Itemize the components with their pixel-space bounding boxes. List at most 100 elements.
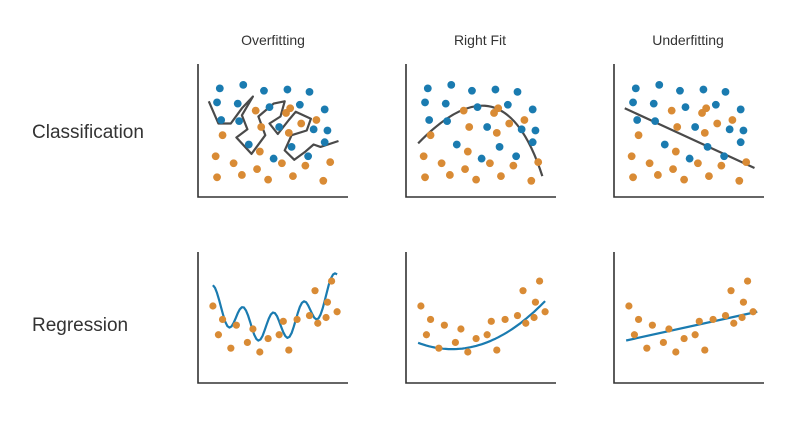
underfit-class-b-point bbox=[629, 173, 637, 182]
overfit-class-a-point bbox=[295, 100, 304, 109]
rightfit-regression-point bbox=[457, 325, 465, 333]
underfit-class-a-point bbox=[631, 84, 640, 93]
rightfit-regression-point bbox=[417, 302, 425, 310]
rightfit-class-b-point bbox=[527, 176, 536, 185]
overfit-regression-point bbox=[227, 344, 235, 352]
rightfit-class-a-point bbox=[421, 98, 429, 107]
rightfit-class-a-point bbox=[531, 126, 540, 135]
rightfit-class-a-point bbox=[491, 85, 500, 94]
underfit-class-b-point bbox=[742, 158, 751, 166]
underfit-regression-point bbox=[630, 331, 639, 339]
rightfit-class-b-point bbox=[520, 116, 529, 124]
rightfit-class-a-point bbox=[441, 99, 450, 108]
rightfit-class-b-point bbox=[492, 128, 501, 137]
overfit-regression-point bbox=[314, 319, 322, 327]
overfit-class-b-point bbox=[237, 171, 246, 179]
rightfit-class-a-point bbox=[517, 125, 526, 134]
rightfit-class-a-point bbox=[468, 86, 476, 95]
overfit-regression-curve bbox=[212, 272, 338, 342]
rightfit-regression-point bbox=[451, 338, 459, 347]
underfit-regression-point bbox=[695, 317, 703, 325]
underfit-class-a-point bbox=[691, 123, 700, 131]
underfit-class-b-point bbox=[705, 172, 713, 181]
regression-underfit-axes bbox=[613, 252, 764, 384]
rightfit-class-b-point bbox=[505, 119, 514, 128]
underfit-regression-point bbox=[738, 313, 746, 322]
overfit-class-b-point bbox=[213, 173, 221, 182]
underfit-regression-point bbox=[709, 315, 717, 324]
underfit-class-a-point bbox=[660, 140, 669, 149]
rightfit-regression-point bbox=[541, 308, 549, 316]
underfit-class-b-point bbox=[717, 161, 726, 170]
rightfit-regression-point bbox=[513, 311, 522, 320]
overfit-class-a-point bbox=[275, 123, 284, 131]
overfit-class-a-point bbox=[320, 105, 329, 114]
overfit-class-b-point bbox=[229, 159, 238, 168]
underfit-class-a-point bbox=[651, 117, 660, 126]
underfit-class-a-point bbox=[676, 86, 684, 95]
rightfit-class-a-point bbox=[443, 117, 452, 126]
underfit-class-b-point bbox=[634, 131, 643, 140]
rightfit-class-b-point bbox=[419, 152, 428, 161]
underfit-class-b-point bbox=[713, 119, 722, 128]
underfit-class-a-point bbox=[703, 142, 712, 151]
overfit-class-b-point bbox=[251, 106, 260, 115]
underfit-regression-point bbox=[739, 298, 748, 306]
rightfit-class-b-point bbox=[459, 106, 468, 115]
underfit-decision-boundary bbox=[624, 107, 755, 169]
rightfit-regression-point bbox=[531, 298, 540, 306]
overfit-regression-point bbox=[279, 317, 287, 325]
underfit-class-a-point bbox=[711, 100, 720, 109]
overfit-class-b-point bbox=[286, 104, 295, 113]
rightfit-regression-point bbox=[519, 287, 527, 295]
underfit-regression-curve bbox=[625, 310, 758, 342]
rightfit-regression-point bbox=[530, 313, 538, 322]
underfit-class-b-point bbox=[669, 165, 677, 174]
rightfit-class-b-point bbox=[437, 159, 446, 168]
overfit-class-a-point bbox=[304, 152, 313, 161]
overfit-regression-point bbox=[293, 315, 301, 324]
rightfit-regression-point bbox=[422, 331, 431, 339]
overfit-regression-point bbox=[285, 346, 293, 354]
underfit-class-a-point bbox=[649, 99, 658, 108]
overfit-regression-point bbox=[322, 313, 330, 322]
overfit-class-b-point bbox=[289, 172, 297, 181]
rightfit-regression-point bbox=[522, 319, 530, 327]
underfit-class-a-point bbox=[699, 85, 708, 94]
underfit-class-b-point bbox=[671, 147, 680, 156]
rightfit-class-b-point bbox=[494, 104, 503, 113]
column-title-right-fit: Right Fit bbox=[453, 32, 507, 48]
rightfit-class-b-point bbox=[486, 159, 494, 168]
underfit-regression-point bbox=[625, 302, 633, 310]
overfit-class-a-point bbox=[239, 80, 248, 89]
regression-rightfit-axes bbox=[405, 252, 556, 384]
underfit-regression-point bbox=[743, 277, 752, 285]
underfit-class-a-point bbox=[721, 87, 730, 96]
rightfit-decision-boundary bbox=[417, 104, 544, 177]
overfit-class-a-point bbox=[215, 84, 224, 93]
underfit-class-a-point bbox=[736, 138, 745, 147]
overfit-class-b-point bbox=[284, 128, 293, 137]
rightfit-regression-point bbox=[472, 334, 480, 343]
overfit-class-b-point bbox=[326, 158, 335, 166]
overfit-class-a-point bbox=[269, 154, 278, 163]
rightfit-regression-point bbox=[435, 344, 443, 352]
overfit-regression-point bbox=[249, 325, 257, 333]
underfit-regression-point bbox=[749, 308, 757, 316]
underfit-class-b-point bbox=[667, 106, 676, 115]
underfit-class-a-point bbox=[725, 125, 734, 134]
rightfit-class-b-point bbox=[445, 171, 454, 179]
underfit-regression-point bbox=[665, 325, 673, 333]
underfit-class-b-point bbox=[673, 123, 682, 131]
overfit-class-a-point bbox=[323, 126, 332, 135]
overfit-class-b-point bbox=[264, 175, 272, 184]
overfit-regression-point bbox=[305, 311, 314, 320]
underfit-regression-point bbox=[672, 348, 680, 356]
overfit-regression-point bbox=[264, 334, 272, 343]
overfit-class-b-point bbox=[218, 131, 227, 140]
rightfit-class-a-point bbox=[528, 105, 537, 114]
overfit-regression-point bbox=[232, 321, 240, 329]
underfit-class-b-point bbox=[645, 159, 654, 168]
underfit-regression-point bbox=[727, 287, 735, 295]
overfit-regression-point bbox=[327, 277, 336, 285]
